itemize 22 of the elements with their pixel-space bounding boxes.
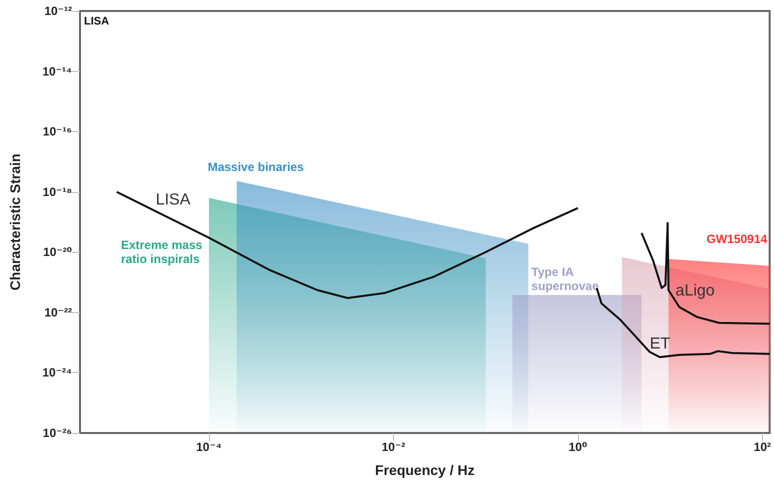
series-label: Massive binaries [208,160,304,174]
y-tick-label: 10⁻²⁰ [43,245,72,260]
series-label: Type IA supernovae [531,264,600,293]
series-label: ET [650,335,670,352]
y-tick-label: 10⁻²² [44,305,72,320]
y-tick-label: 10⁻¹⁴ [42,64,72,78]
x-tick-label: 10⁰ [568,440,588,454]
x-tick-label: 10⁻² [382,440,406,454]
annotation: LISA [84,16,110,28]
y-tick-label: 10⁻¹⁸ [42,184,72,199]
x-tick-label: 10² [754,440,772,454]
series-label: GW150914 [706,232,768,246]
x-tick-label: 10⁻⁴ [196,440,222,454]
series-label: aLigo [676,282,715,300]
y-tick-label: 10⁻²⁶ [42,426,72,440]
y-tick-label: 10⁻¹⁶ [42,124,72,139]
y-tick-label: 10⁻¹² [44,4,72,18]
y-axis-title: Characteristic Strain [7,154,23,290]
x-axis-title: Frequency / Hz [375,462,475,478]
y-tick-label: 10⁻²⁴ [42,366,72,380]
series-label: LISA [156,191,191,208]
series-label: Extreme mass ratio inspirals [120,238,206,266]
